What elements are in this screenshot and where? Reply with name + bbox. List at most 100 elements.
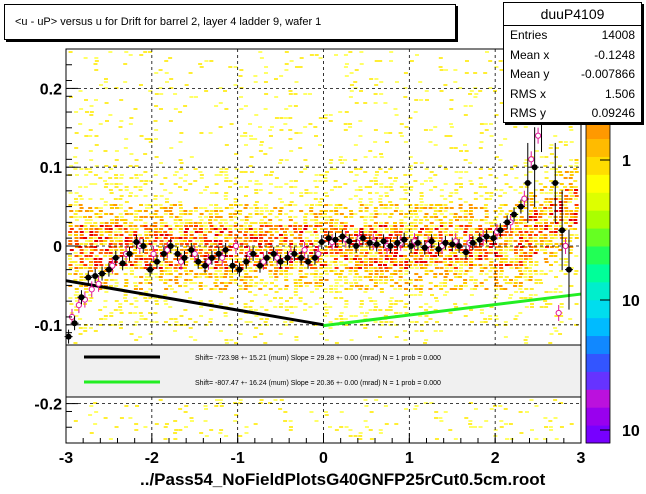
profile-open-point [75, 302, 82, 309]
profile-point [325, 235, 332, 242]
profile-point [456, 243, 463, 249]
stats-value: 14008 [601, 28, 635, 42]
profile-point [353, 243, 360, 249]
profile-point [408, 243, 415, 249]
profile-points [64, 24, 573, 344]
stats-label: Mean x [510, 47, 550, 62]
palette-band [586, 120, 610, 140]
profile-point [222, 246, 229, 253]
legend-entry-black: Shift= -723.98 +- 15.21 (mum) Slope = 29… [195, 355, 441, 362]
x-tick-label: 1 [405, 450, 414, 467]
palette-band [586, 228, 610, 247]
palette-band [586, 281, 610, 301]
profile-point [346, 238, 353, 245]
profile-point [442, 239, 449, 246]
stats-value: 0.09246 [591, 106, 635, 120]
profile-point [229, 262, 236, 269]
stats-row: RMS y 0.09246 [504, 104, 641, 124]
profile-point [174, 250, 181, 257]
profile-point [160, 250, 167, 257]
stats-label: Mean y [510, 67, 550, 81]
profile-point [476, 236, 483, 243]
y-tick-label: 0.2 [40, 81, 62, 98]
profile-point [112, 254, 119, 261]
profile-point [504, 219, 511, 226]
stats-label: Entries [510, 28, 548, 42]
profile-point [256, 262, 263, 269]
stats-value: -0.007866 [580, 67, 635, 81]
profile-point [208, 254, 215, 261]
profile-point [359, 235, 366, 242]
profile-open-point [274, 254, 281, 261]
profile-point [284, 254, 291, 261]
profile-point [511, 211, 518, 218]
profile-point [387, 243, 394, 249]
profile-point [140, 243, 147, 249]
x-tick-label: 0 [319, 450, 328, 467]
profile-point [202, 262, 209, 269]
x-tick-label: 3 [577, 450, 586, 467]
profile-point [250, 250, 257, 257]
profile-open-point [521, 195, 528, 202]
profile-point [373, 241, 380, 248]
stats-row: RMS x 1.506 [504, 85, 641, 105]
profile-point [188, 246, 195, 253]
palette-band [586, 299, 610, 319]
profile-point [394, 239, 401, 246]
profile-point [552, 179, 559, 186]
profile-open-point [528, 156, 535, 163]
profile-open-point [562, 242, 569, 250]
profile-open-point [232, 242, 240, 250]
profile-open-point [205, 258, 212, 265]
palette-band [586, 353, 610, 372]
profile-point [531, 164, 538, 171]
palette-band [586, 210, 610, 229]
profile-open-point [534, 132, 542, 139]
fit-line-black [65, 279, 324, 327]
profile-point [298, 254, 305, 261]
profile-point [428, 238, 435, 245]
profile-point [311, 254, 318, 261]
profile-point [147, 266, 154, 273]
profile-point [277, 258, 284, 265]
profile-point [65, 333, 72, 340]
palette-band [586, 371, 610, 390]
profile-point [153, 258, 160, 265]
profile-open-point [95, 280, 102, 287]
palette-band [586, 263, 610, 283]
x-tick-label: -1 [231, 450, 245, 467]
stats-row: Mean x -0.1248 [504, 46, 641, 66]
profile-point [85, 274, 92, 281]
profile-point [305, 258, 312, 265]
palette-band [586, 335, 610, 354]
profile-open-point [150, 250, 157, 257]
stats-row: Entries 14008 [504, 26, 641, 46]
axes: -3 -2 -1 0 1 2 3 -0.2 -0.1 0 0.1 0.2 [34, 48, 586, 467]
profile-point [559, 227, 566, 234]
stats-value: 1.506 [604, 86, 635, 101]
profile-open-point [191, 250, 198, 257]
profile-open-point [88, 286, 95, 293]
palette-band [586, 317, 610, 337]
y-tick-label: 0 [53, 239, 62, 256]
fit-legend: Shift= -723.98 +- 15.21 (mum) Slope = 29… [65, 344, 582, 398]
profile-point [339, 233, 346, 240]
profile-point [78, 294, 85, 301]
profile-point [99, 270, 106, 277]
fit-line-green [323, 292, 582, 328]
scatter-density [68, 51, 579, 440]
profile-point [483, 233, 490, 240]
profile-point [92, 272, 99, 279]
profile-point [215, 250, 222, 257]
stats-box: duuP4109 Entries 14008 Mean x -0.1248 Mean… [503, 2, 642, 123]
palette-band [586, 138, 610, 157]
x-tick-label: 2 [491, 450, 500, 467]
profile-point [243, 258, 250, 265]
palette-tick-label: 10 [622, 293, 640, 310]
profile-point [318, 239, 325, 246]
x-tick-label: -3 [59, 450, 73, 467]
profile-point [449, 241, 456, 248]
palette-band [586, 389, 610, 408]
profile-point [524, 179, 531, 186]
profile-point [105, 266, 112, 273]
